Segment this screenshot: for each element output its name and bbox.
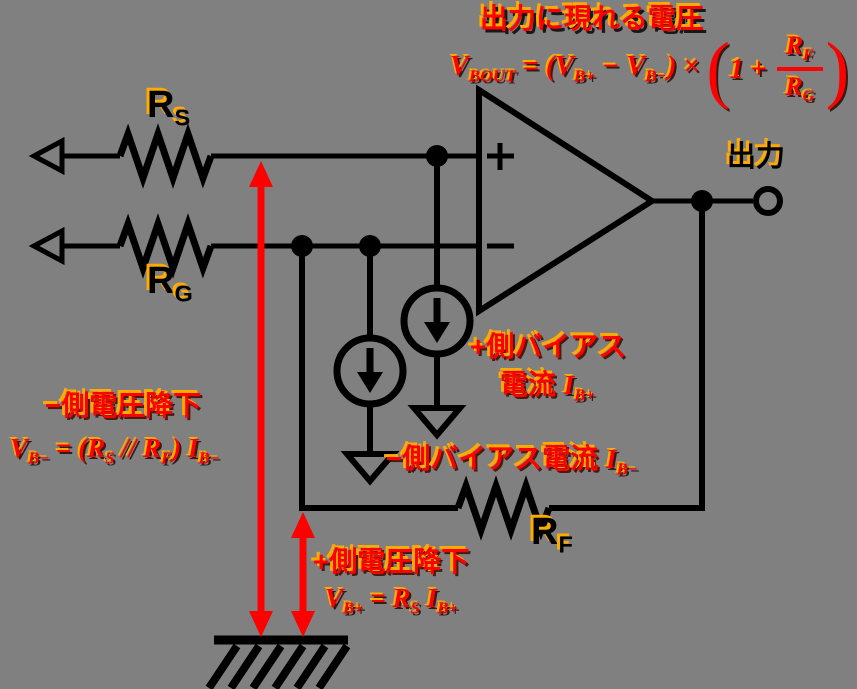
formula-sub: B− xyxy=(645,67,668,86)
label-sub: G xyxy=(174,280,193,307)
output-terminal xyxy=(753,186,783,216)
junction-dot xyxy=(291,235,313,257)
fraction-bar xyxy=(776,67,823,72)
label-text: R xyxy=(147,84,175,126)
label-text: R xyxy=(147,260,175,302)
resistor-rf-symbol xyxy=(454,475,553,541)
drop-plus-title: +側電圧降下 xyxy=(313,546,470,577)
formula-var: V xyxy=(325,583,344,613)
formula-sub: B+ xyxy=(574,385,595,405)
formula-var: V xyxy=(10,433,29,463)
label-sub: F xyxy=(558,531,573,558)
voltage-drop-arrow-plus xyxy=(291,512,315,637)
formula-sub: S xyxy=(105,448,115,468)
fraction-numerator: RF xyxy=(782,32,818,65)
formula-sub: B+ xyxy=(437,598,458,618)
bias-current-source-plus xyxy=(400,284,474,440)
formula-sub: BOUT xyxy=(468,67,516,86)
formula-var: IB+ xyxy=(563,370,595,404)
plus-input-arrow-icon xyxy=(28,136,65,176)
label-rg: RG xyxy=(147,260,193,307)
bias-plus-label-line2: 電流 IB+ xyxy=(500,370,595,404)
formula-fragment: 1 + xyxy=(729,53,774,85)
voltage-drop-arrow-minus xyxy=(249,161,273,637)
formula-var: R xyxy=(392,583,411,613)
formula-var: V xyxy=(555,51,574,83)
label-text: −側バイアス電流 xyxy=(386,443,607,474)
formula-var: V xyxy=(450,51,469,83)
minus-input-arrow-icon xyxy=(28,226,65,266)
fraction-denominator: RG xyxy=(781,73,818,106)
formula-sub: G xyxy=(802,88,815,106)
ground-hatching xyxy=(205,643,351,689)
formula-sub: B+ xyxy=(343,598,364,618)
bias-current-source-minus xyxy=(333,334,407,486)
drop-plus-formula: VB+ = RS IB+ xyxy=(325,584,458,617)
label-sub: S xyxy=(174,104,191,131)
formula-var: R xyxy=(785,31,804,60)
label-rf: RF xyxy=(531,511,573,558)
formula-var: I xyxy=(426,583,438,613)
big-close-paren: ) xyxy=(825,27,850,111)
formula-fragment: VBOUT = (VB+ − VB−) × xyxy=(450,52,706,86)
formula-sub: B+ xyxy=(573,67,596,86)
current-arrow-head xyxy=(424,322,450,343)
opamp-triangle xyxy=(476,84,658,317)
formula-sub: F xyxy=(803,47,814,65)
resistor-rs-symbol xyxy=(116,123,215,189)
formula-sub: B− xyxy=(198,448,220,468)
formula-var: R xyxy=(87,433,106,463)
label-output: 出力 xyxy=(727,141,786,173)
bias-plus-label-line1: +側バイアス xyxy=(470,331,627,362)
output-voltage-formula: VBOUT = (VB+ − VB−) × ( 1 + RF RG ) xyxy=(450,32,849,107)
formula-var: V xyxy=(626,51,646,83)
label-text: 電流 xyxy=(500,369,564,400)
arrow-head-up xyxy=(291,512,315,538)
opamp-plus-sign xyxy=(487,143,514,170)
formula-op xyxy=(420,583,427,613)
formula-op: ) × xyxy=(667,51,707,83)
formula-op: = xyxy=(363,583,393,613)
formula-var: I xyxy=(188,433,199,463)
formula-op: ) xyxy=(172,433,188,463)
formula-var: I xyxy=(563,370,575,400)
formula-op: = ( xyxy=(49,433,88,463)
arrow-head-up xyxy=(249,161,273,187)
feedback-wire xyxy=(299,201,705,511)
label-rs: RS xyxy=(147,84,191,131)
diagram-title: 出力に現れる電圧 xyxy=(480,3,705,34)
open-arrow-terminal-icon xyxy=(340,451,400,486)
formula-var: R xyxy=(785,72,803,102)
label-text: R xyxy=(531,511,559,553)
junction-dot xyxy=(691,190,713,212)
formula-sub: B− xyxy=(616,459,638,479)
junction-dot xyxy=(359,235,381,257)
resistor-rg-symbol xyxy=(116,213,215,279)
rf-rg-fraction: RF RG xyxy=(776,32,823,107)
drop-minus-formula: VB− = (RS // RF) IB− xyxy=(10,434,220,467)
formula-var: I xyxy=(606,444,617,474)
formula-var: IB− xyxy=(606,444,638,478)
arrow-head-down xyxy=(249,611,273,637)
ground-symbol xyxy=(205,635,351,689)
open-arrow-terminal-icon xyxy=(407,405,467,440)
drop-minus-title: −側電圧降下 xyxy=(45,390,202,421)
junction-dot xyxy=(426,145,448,167)
current-arrow-head xyxy=(357,372,383,393)
formula-var: R xyxy=(143,433,162,463)
formula-op: − xyxy=(595,51,627,83)
formula-sub: S xyxy=(410,598,420,618)
bias-minus-label: −側バイアス電流 IB− xyxy=(386,444,638,478)
formula-sub: F xyxy=(161,448,173,468)
formula-op: // xyxy=(114,433,144,463)
formula-op: = ( xyxy=(515,51,556,83)
big-open-paren: ( xyxy=(706,27,730,111)
arrow-head-down xyxy=(291,611,315,637)
formula-sub: B− xyxy=(28,448,50,468)
